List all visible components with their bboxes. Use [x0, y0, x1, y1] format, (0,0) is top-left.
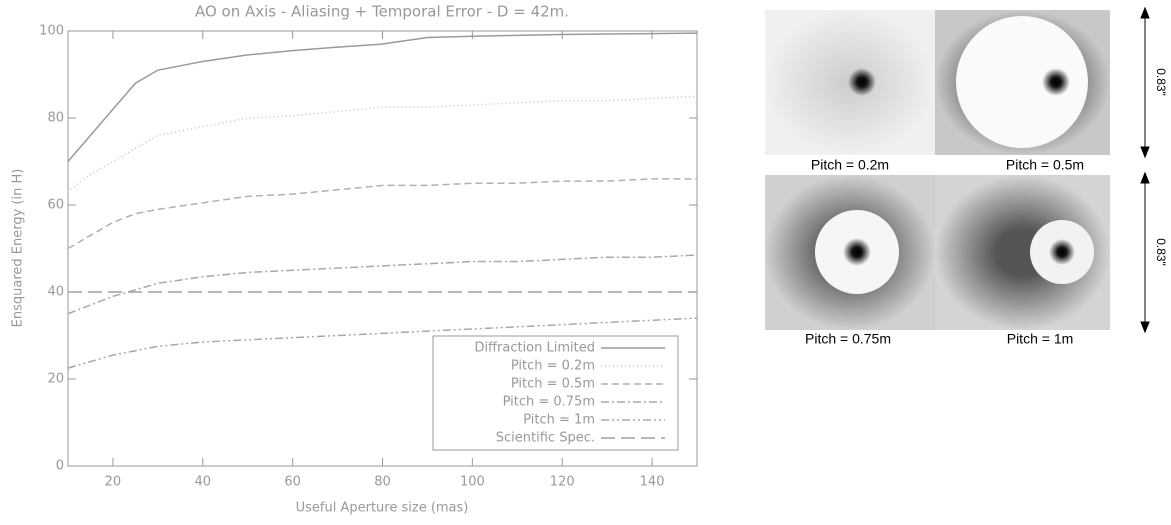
x-tick-label: 120	[550, 475, 575, 490]
y-tick-label: 100	[39, 24, 64, 39]
figure: AO on Axis - Aliasing + Temporal Error -…	[0, 0, 1171, 521]
legend-label: Diffraction Limited	[474, 341, 595, 356]
series-line	[68, 33, 697, 161]
y-tick-label: 80	[47, 111, 64, 126]
scale-label: 0.83"	[1154, 68, 1168, 96]
legend-label: Pitch = 1m	[523, 413, 595, 428]
panel-label: Pitch = 0.5m	[1006, 157, 1084, 173]
panel-label: Pitch = 1m	[1007, 331, 1074, 347]
y-tick-label: 60	[47, 198, 64, 213]
y-tick-label: 0	[56, 459, 64, 474]
legend-label: Scientific Spec.	[496, 431, 595, 446]
chart-title: AO on Axis - Aliasing + Temporal Error -…	[195, 3, 569, 21]
panel-label: Pitch = 0.2m	[811, 157, 889, 173]
legend-label: Pitch = 0.5m	[511, 377, 595, 392]
x-tick-label: 100	[460, 475, 485, 490]
y-axis-label: Ensquared Energy (in H)	[11, 169, 26, 328]
legend-label: Pitch = 0.75m	[503, 395, 595, 410]
x-tick-label: 20	[105, 475, 122, 490]
y-tick-label: 40	[47, 285, 64, 300]
psf-core	[843, 238, 871, 266]
series-line	[68, 255, 697, 314]
x-tick-label: 60	[284, 475, 301, 490]
psf-core	[1042, 68, 1070, 96]
series-line	[68, 179, 697, 249]
panel-label: Pitch = 0.75m	[805, 331, 891, 347]
psf-core	[848, 68, 876, 96]
series-line	[68, 96, 697, 192]
scale-label: 0.83"	[1154, 238, 1168, 266]
x-axis-label: Useful Aperture size (mas)	[296, 501, 469, 516]
x-tick-label: 140	[640, 475, 665, 490]
psf-core	[1049, 239, 1075, 265]
x-tick-label: 40	[195, 475, 212, 490]
x-tick-label: 80	[374, 475, 391, 490]
y-tick-label: 20	[47, 372, 64, 387]
scale-arrows	[1141, 8, 1149, 332]
legend-label: Pitch = 0.2m	[511, 359, 595, 374]
